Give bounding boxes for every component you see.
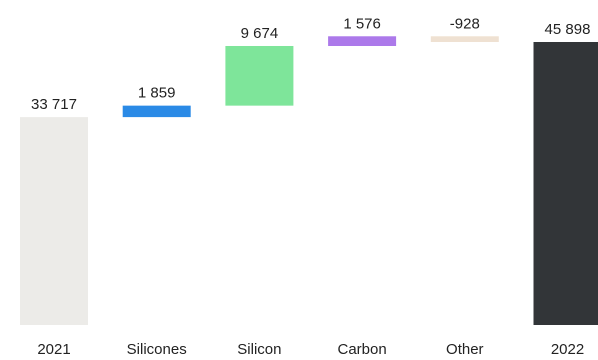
bar-other (430, 36, 499, 42)
category-label-other: Other (446, 341, 484, 358)
bars-group (20, 36, 598, 325)
value-label-silicones: 1 859 (138, 85, 176, 102)
value-label-silicon: 9 674 (241, 25, 279, 42)
value-label-2022: 45 898 (545, 21, 591, 38)
value-label-other: -928 (450, 15, 480, 32)
bar-silicones (122, 105, 191, 118)
category-labels-group: 2021 Silicones Silicon Carbon Other 2022 (37, 341, 584, 358)
category-label-silicon: Silicon (237, 341, 281, 358)
category-label-2022: 2022 (551, 341, 584, 358)
bar-2022 (533, 42, 598, 325)
value-label-carbon: 1 576 (343, 15, 381, 32)
value-labels-group: 33 717 1 859 9 674 1 576 -928 45 898 (31, 15, 590, 113)
value-label-2021: 33 717 (31, 96, 77, 113)
bar-carbon (328, 36, 397, 46)
category-label-2021: 2021 (37, 341, 70, 358)
bar-silicon (225, 45, 294, 106)
category-label-carbon: Carbon (337, 341, 386, 358)
bar-2021 (20, 117, 88, 325)
category-label-silicones: Silicones (127, 341, 187, 358)
